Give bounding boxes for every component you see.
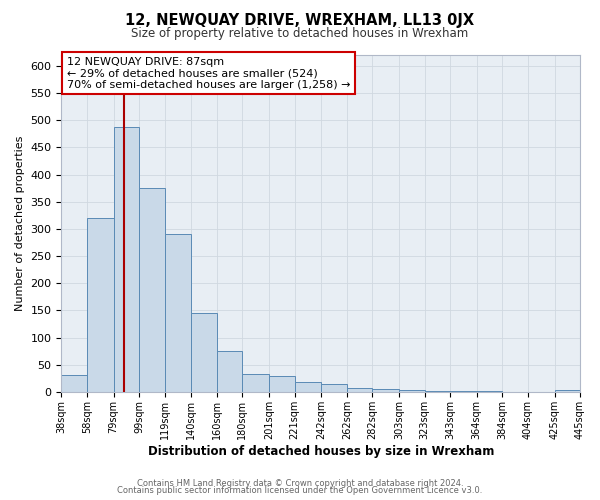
Bar bbox=[554, 390, 580, 392]
Text: Contains public sector information licensed under the Open Government Licence v3: Contains public sector information licen… bbox=[118, 486, 482, 495]
Bar bbox=[191, 313, 217, 392]
Y-axis label: Number of detached properties: Number of detached properties bbox=[15, 136, 25, 311]
Bar bbox=[113, 128, 139, 392]
Bar bbox=[139, 188, 164, 392]
Bar bbox=[269, 376, 295, 392]
Bar bbox=[347, 388, 373, 392]
Text: 12 NEWQUAY DRIVE: 87sqm
← 29% of detached houses are smaller (524)
70% of semi-d: 12 NEWQUAY DRIVE: 87sqm ← 29% of detache… bbox=[67, 56, 350, 90]
Bar bbox=[322, 384, 347, 392]
Bar bbox=[242, 374, 269, 392]
Bar bbox=[61, 374, 87, 392]
Bar bbox=[399, 390, 425, 392]
Bar bbox=[295, 382, 322, 392]
X-axis label: Distribution of detached houses by size in Wrexham: Distribution of detached houses by size … bbox=[148, 444, 494, 458]
Bar bbox=[425, 391, 450, 392]
Text: Contains HM Land Registry data © Crown copyright and database right 2024.: Contains HM Land Registry data © Crown c… bbox=[137, 478, 463, 488]
Bar bbox=[87, 218, 113, 392]
Text: 12, NEWQUAY DRIVE, WREXHAM, LL13 0JX: 12, NEWQUAY DRIVE, WREXHAM, LL13 0JX bbox=[125, 12, 475, 28]
Text: Size of property relative to detached houses in Wrexham: Size of property relative to detached ho… bbox=[131, 28, 469, 40]
Bar bbox=[373, 389, 399, 392]
Bar bbox=[217, 350, 242, 392]
Bar bbox=[164, 234, 191, 392]
